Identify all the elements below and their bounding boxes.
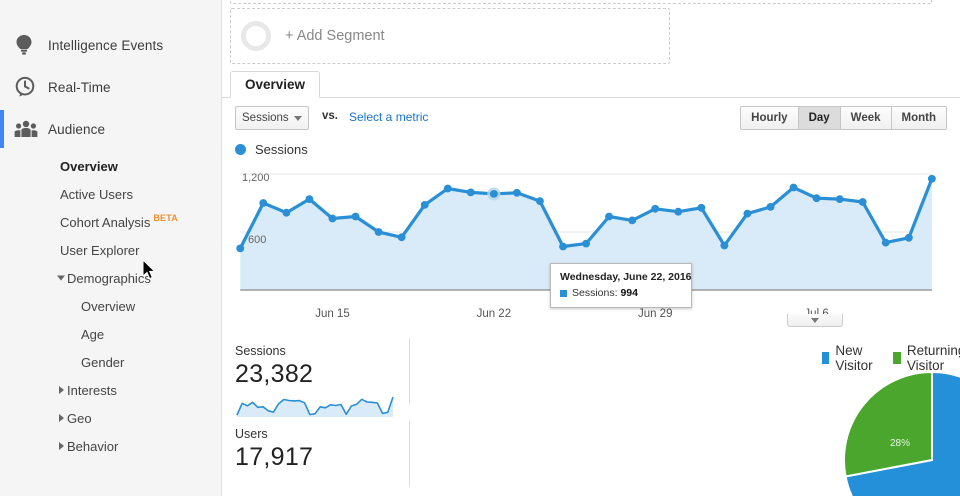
x-axis-tick-label: Jun 22 [476,308,512,320]
sidebar-sub-nav: Overview Active Users Cohort Analysis BETA U… [0,150,221,460]
sidebar-subitem-gender[interactable]: Gender [0,348,221,376]
tab-overview[interactable]: Overview [230,71,321,98]
pie-legend-label: New Visitor [835,343,873,373]
sidebar-subitem-geo[interactable]: Geo [0,404,221,432]
tooltip-metric-label: Sessions: [572,287,618,299]
x-axis-tick-label: Jun 29 [637,308,673,320]
chart-tooltip: Wednesday, June 22, 2016 Sessions: 994 [550,263,692,308]
metric-select[interactable]: Sessions [235,106,309,130]
sidebar-subitem-overview[interactable]: Overview [0,292,221,320]
sidebar-subitem-label: Gender [81,354,125,370]
sidebar: Intelligence Events Real-Time Audience Ove… [0,0,222,496]
sidebar-item-audience[interactable]: Audience [0,108,221,150]
metric-card-value: 23,382 [235,360,314,388]
metric-select-value: Sessions [242,112,289,124]
sidebar-subitem-cohort-analysis[interactable]: Cohort Analysis BETA [0,208,221,236]
pie-legend-item[interactable]: New Visitor [822,343,877,373]
sidebar-subitem-label: Overview [60,158,118,174]
mouse-cursor-icon [143,260,156,280]
metric-card-users: Users 17,917 [235,413,410,496]
people-icon [14,120,48,138]
segment-ring-icon [241,21,271,51]
lightbulb-icon [14,34,48,56]
pie-legend-swatch-icon [893,352,901,364]
main-content: + Add Segment Overview Sessions vs. Sele… [222,0,960,496]
sidebar-subitem-demographics[interactable]: Demographics [0,264,221,292]
pie-legend-label: Returning Visitor [906,343,960,373]
sidebar-subitem-user-explorer[interactable]: User Explorer [0,236,221,264]
tooltip-metric: Sessions: 994 [572,287,638,299]
granularity-month[interactable]: Month [891,107,946,129]
metric-card-value: 17,917 [235,443,314,471]
caret-right-icon[interactable] [59,386,64,394]
visitor-type-pie-chart[interactable]: 28% [842,370,960,496]
granularity-hourly[interactable]: Hourly [741,107,799,129]
sidebar-subitem-active-users[interactable]: Active Users [0,180,221,208]
sidebar-subitem-label: Cohort Analysis [60,214,151,230]
caret-down-icon[interactable] [57,275,65,281]
chart-controls: Sessions vs. Select a metric Hourly Day We… [222,106,960,140]
sidebar-subitem-label: Demographics [67,270,151,286]
granularity-week[interactable]: Week [840,107,892,129]
sidebar-subitem-label: User Explorer [60,242,140,258]
sidebar-subitem-label: Behavior [67,438,119,454]
tooltip-metric-value: 994 [620,287,638,299]
legend-dot-icon [235,144,246,155]
sidebar-subitem-label: Active Users [60,186,133,202]
tooltip-date: Wednesday, June 22, 2016 [560,271,692,283]
vs-label: vs. [322,110,338,122]
tooltip-swatch-icon [560,289,567,297]
granularity-day[interactable]: Day [798,107,841,129]
sidebar-item-label: Real-Time [48,79,111,95]
chevron-down-icon [811,317,819,323]
x-axis-tick-label: Jun 15 [315,308,350,320]
sidebar-subitem-label: Geo [67,410,92,426]
tab-strip: Overview [222,71,960,98]
metric-sparkline [235,391,395,419]
sidebar-subitem-behavior[interactable]: Behavior [0,432,221,460]
clock-icon [14,76,48,98]
chart-legend: Sessions [235,142,308,157]
metrics-column: Sessions 23,382 Users 17,917 [222,330,410,496]
sidebar-subitem-overview[interactable]: Overview [0,152,221,180]
chart-legend-label: Sessions [255,142,308,157]
add-segment-box[interactable]: + Add Segment [230,8,670,64]
visitor-type-panel: New Visitor Returning Visitor 28% [402,330,960,496]
y-axis-label-max: 1,200 [242,172,270,184]
segment-partial-box [230,0,932,4]
overview-summary: Sessions 23,382 Users 17,917 New Visitor Ret… [222,330,960,496]
sidebar-item-label: Intelligence Events [48,37,164,53]
chevron-down-icon [294,115,302,121]
y-axis-label-mid: 600 [248,234,267,246]
sidebar-subitem-age[interactable]: Age [0,320,221,348]
tooltip-metric-row: Sessions: 994 [560,287,682,299]
metric-card-label: Sessions [235,344,286,358]
sidebar-item-real-time[interactable]: Real-Time [0,66,221,108]
metric-card-sessions: Sessions 23,382 [235,330,410,417]
beta-badge: BETA [153,213,178,223]
granularity-group: Hourly Day Week Month [740,106,947,130]
sidebar-subitem-label: Overview [81,298,136,314]
sidebar-subitem-label: Interests [67,382,117,398]
sidebar-top-nav: Intelligence Events Real-Time Audience [0,0,221,150]
pie-legend: New Visitor Returning Visitor [822,343,960,373]
select-a-metric-link[interactable]: Select a metric [349,110,429,124]
sidebar-item-intelligence-events[interactable]: Intelligence Events [0,24,221,66]
add-segment-label: + Add Segment [285,28,385,44]
metric-card-label: Users [235,427,268,441]
caret-right-icon[interactable] [59,414,64,422]
pie-legend-item[interactable]: Returning Visitor [893,343,960,373]
caret-right-icon[interactable] [59,442,64,450]
sidebar-item-label: Audience [48,121,106,137]
sidebar-subitem-interests[interactable]: Interests [0,376,221,404]
pie-legend-swatch-icon [822,352,830,364]
sidebar-subitem-label: Age [81,326,105,342]
pie-slice-percent-label: 28% [890,438,911,449]
chart-collapse-handle[interactable] [787,314,843,327]
